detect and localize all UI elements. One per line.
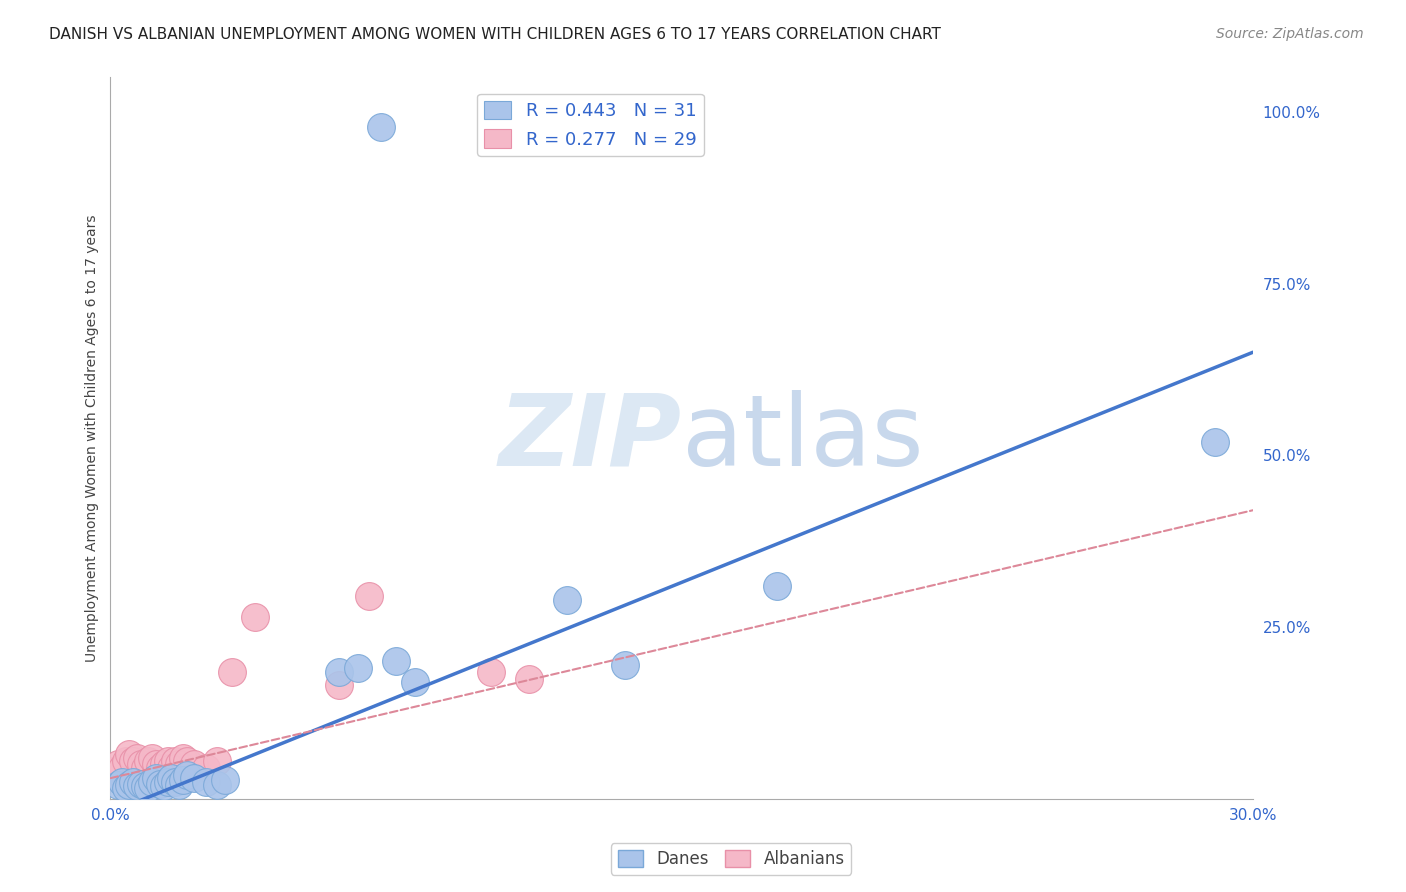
Point xyxy=(172,750,194,764)
Point xyxy=(122,774,145,789)
Point xyxy=(613,657,636,672)
Point xyxy=(557,592,579,607)
Text: DANISH VS ALBANIAN UNEMPLOYMENT AMONG WOMEN WITH CHILDREN AGES 6 TO 17 YEARS COR: DANISH VS ALBANIAN UNEMPLOYMENT AMONG WO… xyxy=(49,27,941,42)
Point xyxy=(149,761,172,775)
Text: atlas: atlas xyxy=(682,390,924,487)
Point xyxy=(167,778,190,792)
Point xyxy=(141,750,163,764)
Point xyxy=(214,772,236,787)
Point xyxy=(194,774,217,789)
Point xyxy=(141,774,163,789)
Point xyxy=(766,579,789,593)
Point xyxy=(129,777,152,791)
Point xyxy=(183,757,205,772)
Point xyxy=(107,778,129,792)
Point xyxy=(152,780,174,794)
Point xyxy=(107,757,129,772)
Point xyxy=(160,771,183,785)
Point xyxy=(359,589,381,603)
Point xyxy=(138,754,160,768)
Point xyxy=(243,609,266,624)
Point xyxy=(176,768,198,782)
Point xyxy=(111,774,134,789)
Point xyxy=(134,761,156,775)
Point xyxy=(404,675,426,690)
Text: Source: ZipAtlas.com: Source: ZipAtlas.com xyxy=(1216,27,1364,41)
Point xyxy=(1204,434,1226,449)
Point xyxy=(165,754,187,768)
Point xyxy=(205,754,228,768)
Point xyxy=(156,774,179,789)
Point xyxy=(138,781,160,796)
Point xyxy=(165,774,187,789)
Point xyxy=(347,661,370,675)
Point xyxy=(370,120,392,134)
Point xyxy=(517,672,540,686)
Point xyxy=(156,754,179,768)
Point xyxy=(118,747,141,761)
Point xyxy=(183,771,205,785)
Point xyxy=(172,772,194,787)
Point xyxy=(194,761,217,775)
Point xyxy=(122,754,145,768)
Point xyxy=(205,778,228,792)
Point xyxy=(167,757,190,772)
Point xyxy=(111,761,134,775)
Point xyxy=(125,750,148,764)
Point xyxy=(118,778,141,792)
Y-axis label: Unemployment Among Women with Children Ages 6 to 17 years: Unemployment Among Women with Children A… xyxy=(86,214,100,662)
Point xyxy=(145,771,167,785)
Point xyxy=(152,757,174,772)
Point xyxy=(125,780,148,794)
Point xyxy=(103,764,125,779)
Point xyxy=(149,777,172,791)
Point xyxy=(221,665,243,679)
Point xyxy=(479,665,502,679)
Point xyxy=(114,754,136,768)
Point xyxy=(328,665,350,679)
Text: ZIP: ZIP xyxy=(499,390,682,487)
Point xyxy=(385,654,408,668)
Legend: Danes, Albanians: Danes, Albanians xyxy=(612,843,851,875)
Point xyxy=(145,757,167,772)
Point xyxy=(176,754,198,768)
Point xyxy=(114,781,136,796)
Legend: R = 0.443   N = 31, R = 0.277   N = 29: R = 0.443 N = 31, R = 0.277 N = 29 xyxy=(477,94,703,156)
Point xyxy=(134,780,156,794)
Point xyxy=(328,678,350,692)
Point xyxy=(129,757,152,772)
Point xyxy=(160,761,183,775)
